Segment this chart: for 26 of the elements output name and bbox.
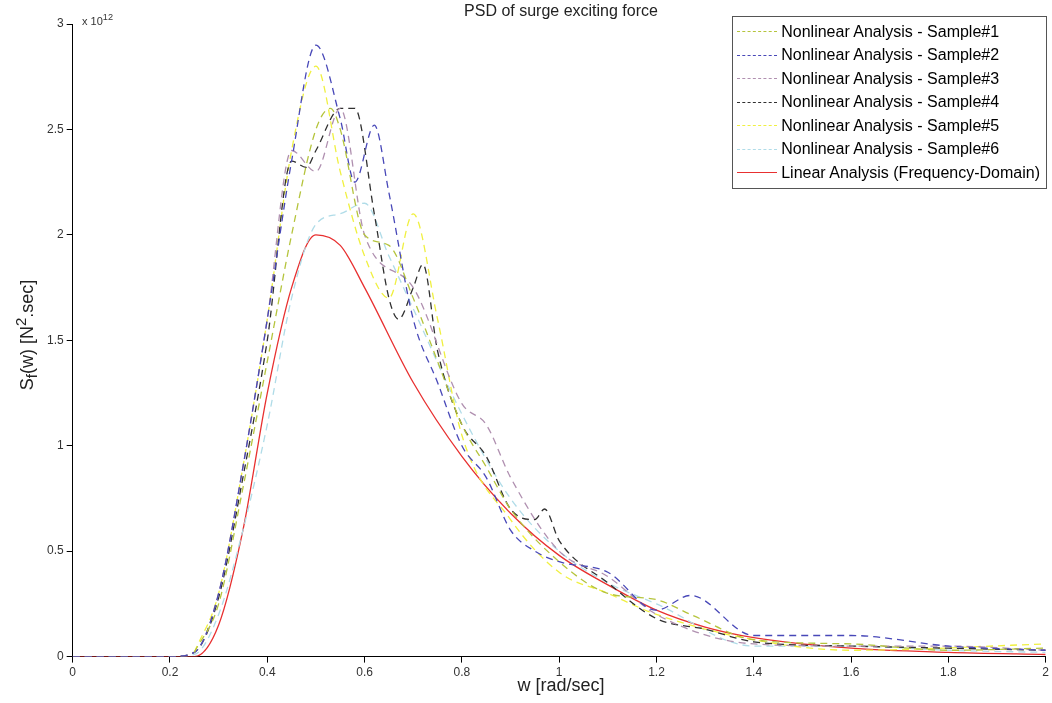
legend-label: Nonlinear Analysis - Sample#3 <box>781 69 1000 88</box>
legend-label: Nonlinear Analysis - Sample#2 <box>781 46 1000 65</box>
annotation: x 10$^{12}$ <box>82 12 113 27</box>
x-tick-label: 0.8 <box>453 665 471 680</box>
y-tick-label: 0.5 <box>46 543 64 558</box>
legend-label: Linear Analysis (Frequency-Domain) <box>781 163 1040 182</box>
y-tick-label: 1 <box>56 438 64 453</box>
y-tick-label: 0 <box>56 648 64 663</box>
x-tick-label: 1.8 <box>940 665 958 680</box>
x-tick-label: 1.4 <box>745 665 763 680</box>
legend-label: Nonlinear Analysis - Sample#5 <box>781 116 1000 135</box>
x-tick-label: 1.2 <box>648 665 666 680</box>
y-tick-label: 3 <box>56 16 64 31</box>
x-tick-label: 0.4 <box>258 665 276 680</box>
legend-label: Nonlinear Analysis - Sample#1 <box>781 22 1000 41</box>
x-tick-label: 0.2 <box>161 665 179 680</box>
legend-label: Nonlinear Analysis - Sample#4 <box>781 93 1000 112</box>
legend-label: Nonlinear Analysis - Sample#6 <box>781 140 1000 159</box>
x-tick-label: 0.6 <box>356 665 374 680</box>
y-tick-label: 1.5 <box>46 332 64 347</box>
x-tick-label: 0 <box>69 665 77 680</box>
chart-title: PSD of surge exciting force <box>464 2 658 19</box>
x-tick-label: 1.6 <box>842 665 860 680</box>
x-tick-label: 2 <box>1042 665 1050 680</box>
y-tick-label: 2.5 <box>46 121 64 136</box>
y-tick-label: 2 <box>56 227 64 242</box>
